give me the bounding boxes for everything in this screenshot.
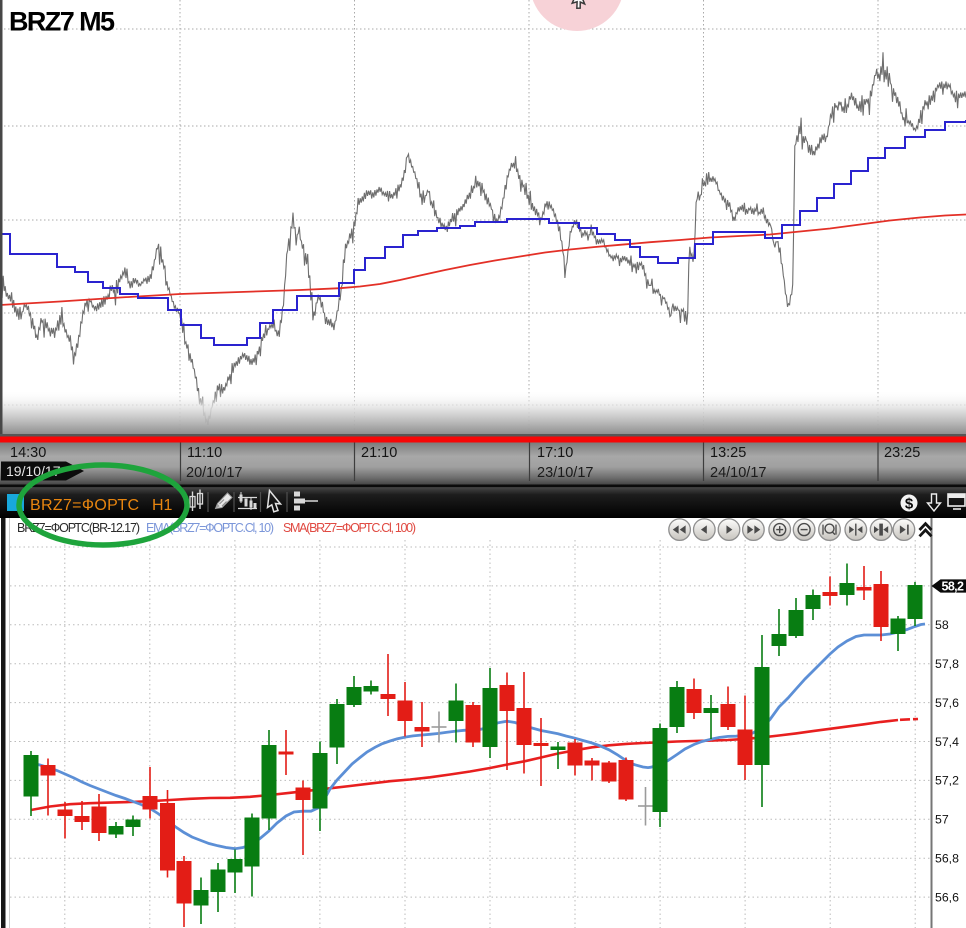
svg-text:BRZ7=ФОРТС: BRZ7=ФОРТС [30,497,139,514]
svg-text:11:10: 11:10 [187,445,222,461]
svg-text:57,2: 57,2 [935,774,959,788]
svg-text:14:30: 14:30 [10,445,46,461]
svg-text:56,6: 56,6 [935,890,959,904]
svg-text:57,6: 57,6 [935,696,959,710]
svg-text:57,4: 57,4 [935,735,959,749]
svg-text:58,2: 58,2 [942,579,965,593]
svg-text:23:25: 23:25 [884,445,920,461]
svg-text:21:10: 21:10 [361,445,397,461]
svg-text:17:10: 17:10 [537,445,573,461]
svg-text:24/10/17: 24/10/17 [710,465,766,481]
svg-text:BRZ7 M5: BRZ7 M5 [9,7,115,37]
svg-text:SMA(BRZ7=ФОРТС.Cl, 100): SMA(BRZ7=ФОРТС.Cl, 100) [283,521,416,535]
svg-text:$: $ [905,496,914,513]
svg-text:13:25: 13:25 [710,445,746,461]
svg-text:BRZ7=ФОРТС(BR-12.17): BRZ7=ФОРТС(BR-12.17) [17,521,140,535]
svg-text:H1: H1 [152,497,173,514]
svg-text:57: 57 [935,813,949,827]
svg-text:57,8: 57,8 [935,657,959,671]
svg-text:20/10/17: 20/10/17 [186,465,242,481]
svg-text:23/10/17: 23/10/17 [537,465,593,481]
svg-text:56,8: 56,8 [935,852,959,866]
svg-text:58: 58 [935,618,949,632]
